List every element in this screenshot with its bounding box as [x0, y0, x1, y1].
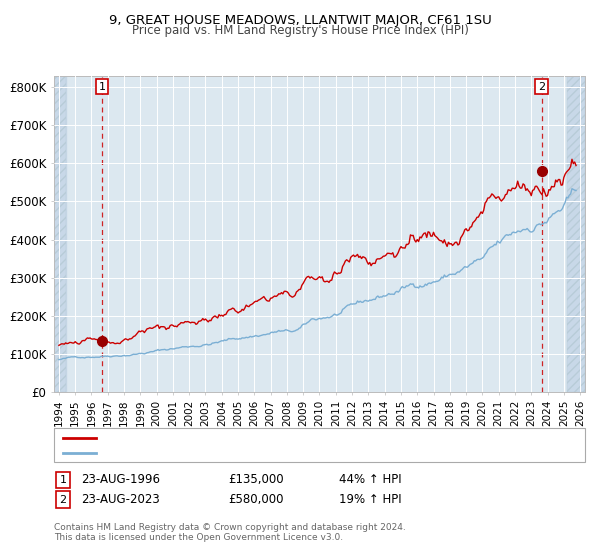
- Text: 23-AUG-1996: 23-AUG-1996: [81, 473, 160, 487]
- Text: Contains HM Land Registry data © Crown copyright and database right 2024.
This d: Contains HM Land Registry data © Crown c…: [54, 523, 406, 543]
- Text: 9, GREAT HOUSE MEADOWS, LLANTWIT MAJOR, CF61 1SU (detached house): 9, GREAT HOUSE MEADOWS, LLANTWIT MAJOR, …: [103, 433, 498, 443]
- Text: 44% ↑ HPI: 44% ↑ HPI: [339, 473, 401, 487]
- Text: £135,000: £135,000: [228, 473, 284, 487]
- Text: 9, GREAT HOUSE MEADOWS, LLANTWIT MAJOR, CF61 1SU: 9, GREAT HOUSE MEADOWS, LLANTWIT MAJOR, …: [109, 14, 491, 27]
- Text: 19% ↑ HPI: 19% ↑ HPI: [339, 493, 401, 506]
- Text: 1: 1: [59, 475, 67, 485]
- Text: Price paid vs. HM Land Registry's House Price Index (HPI): Price paid vs. HM Land Registry's House …: [131, 24, 469, 37]
- Text: 23-AUG-2023: 23-AUG-2023: [81, 493, 160, 506]
- Text: HPI: Average price, detached house, Vale of Glamorgan: HPI: Average price, detached house, Vale…: [103, 447, 392, 458]
- Text: 2: 2: [538, 82, 545, 92]
- Text: 1: 1: [98, 82, 106, 92]
- Text: 2: 2: [59, 494, 67, 505]
- Text: £580,000: £580,000: [228, 493, 284, 506]
